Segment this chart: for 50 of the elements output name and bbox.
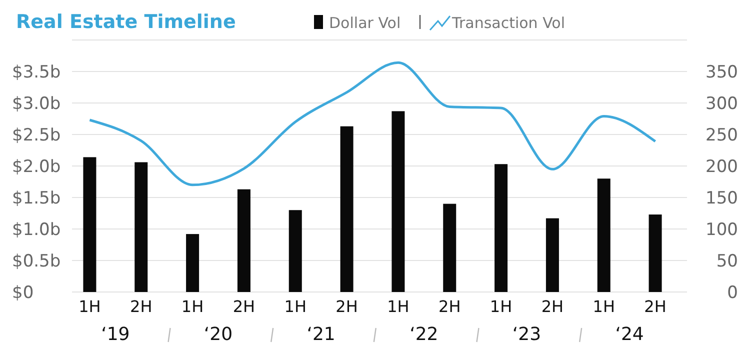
text: ‘21 bbox=[306, 324, 336, 345]
x-tick-label: 1H bbox=[284, 297, 306, 316]
x-tick-label: 2H bbox=[130, 297, 152, 316]
x-tick-label: 1H bbox=[387, 297, 410, 316]
text: ‘24 bbox=[615, 324, 644, 345]
y-tick-label: $3.0b bbox=[12, 94, 61, 114]
bar bbox=[648, 214, 662, 292]
legend-label: Dollar Vol bbox=[329, 14, 401, 32]
text: ‘20 bbox=[204, 324, 233, 345]
y-tick-label: $1.5b bbox=[12, 188, 61, 208]
y-tick-label: $0 bbox=[12, 283, 34, 303]
y2-tick-label: 0 bbox=[727, 283, 738, 303]
y2-tick-label: 50 bbox=[716, 252, 738, 272]
y-tick-label: $1.0b bbox=[12, 220, 61, 240]
x-tick-label: 2H bbox=[232, 297, 256, 316]
y-tick-label: $3.5b bbox=[12, 62, 61, 82]
y2-tick-label: 300 bbox=[706, 94, 738, 114]
x-tick-label: 2H bbox=[336, 297, 358, 316]
line-series bbox=[88, 61, 657, 186]
bar bbox=[237, 189, 250, 292]
y2-tick-label: 100 bbox=[706, 220, 738, 240]
x-tick-label: 1H bbox=[181, 297, 204, 316]
text: ‘22 bbox=[410, 324, 438, 345]
text: ‘23 bbox=[512, 324, 542, 345]
bar bbox=[597, 178, 610, 292]
bar bbox=[83, 157, 96, 292]
x-tick-label: 1H bbox=[78, 297, 101, 316]
bar bbox=[288, 210, 302, 292]
bar bbox=[134, 162, 148, 292]
bar bbox=[186, 234, 200, 292]
y2-tick-label: 250 bbox=[706, 126, 738, 146]
bar bbox=[443, 204, 456, 292]
y2-tick-label: 150 bbox=[706, 188, 738, 208]
x-tick-label: 2H bbox=[438, 297, 461, 316]
y2-tick-label: 350 bbox=[706, 62, 738, 82]
bar bbox=[494, 164, 508, 292]
y2-tick-label: 200 bbox=[706, 157, 738, 177]
y-tick-label: $0.5b bbox=[12, 252, 61, 272]
x-tick-label: 2H bbox=[541, 297, 564, 316]
y-tick-label: $2.5b bbox=[12, 126, 61, 146]
bar bbox=[546, 218, 559, 292]
x-tick-label: 2H bbox=[644, 297, 666, 316]
chart-title: Real Estate Timeline bbox=[16, 11, 236, 33]
x-tick-label: 1H bbox=[490, 297, 512, 316]
x-tick-label: 1H bbox=[592, 297, 615, 316]
y-tick-label: $2.0b bbox=[12, 157, 61, 177]
bar bbox=[340, 126, 354, 292]
text: ‘19 bbox=[101, 324, 130, 345]
bar bbox=[392, 111, 405, 292]
legend-label: Transaction Vol bbox=[451, 14, 566, 32]
